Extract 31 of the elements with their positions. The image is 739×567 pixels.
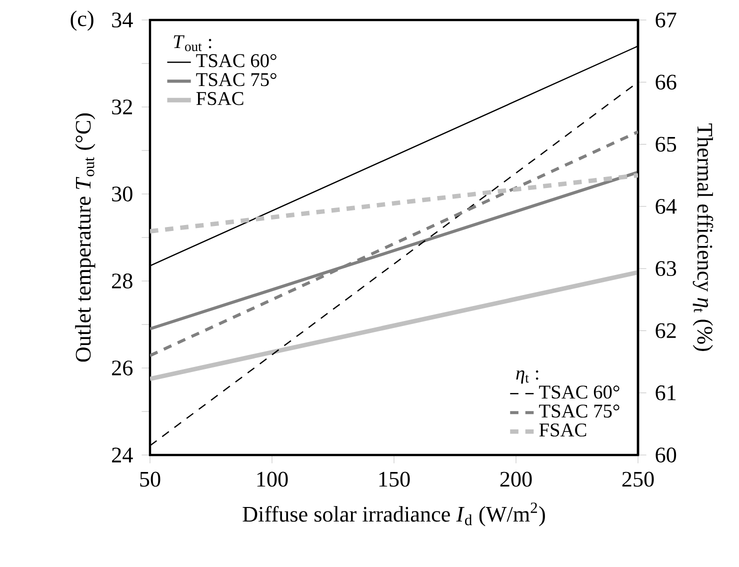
y-tick-label: 26: [112, 360, 133, 376]
legend-label: TSAC 60°: [196, 54, 276, 68]
y-tick-label: 32: [112, 100, 132, 114]
x-tick-label: 50: [140, 472, 160, 487]
y2-tick-label: 64: [656, 199, 677, 214]
y-axis-title: Outlet temperature T$_{out}$ (°C): [75, 113, 96, 362]
y-tick-label: 24: [112, 448, 133, 462]
y2-tick-label: 63: [656, 261, 676, 276]
x-tick-label: 250: [622, 472, 654, 487]
legend-label: TSAC 60°: [539, 386, 620, 399]
annotation: η$_{t}$ :: [516, 370, 538, 384]
legend-label: FSAC: [196, 92, 244, 106]
y2-tick-label: 66: [656, 74, 676, 90]
legend-label: FSAC: [539, 424, 586, 437]
annotation: T$_{out}$ :: [174, 35, 212, 52]
y2-tick-label: 61: [656, 385, 676, 400]
legend-label: TSAC 75°: [539, 404, 620, 418]
x-tick-label: 100: [257, 472, 288, 487]
text: (c): [70, 10, 94, 31]
y-tick-label: 34: [112, 12, 133, 28]
x-tick-label: 150: [379, 472, 410, 487]
legend-label: TSAC 75°: [196, 73, 276, 86]
x-axis-title: Diffuse solar irradiance I$_{d}$ (W/m$^{2}$): [242, 502, 545, 526]
y-tick-label: 28: [112, 274, 132, 288]
y2-tick-label: 62: [656, 323, 676, 338]
y2-tick-label: 65: [656, 136, 676, 152]
y2-tick-label: 67: [656, 12, 676, 28]
y2-tick-label: 60: [656, 448, 676, 462]
y-tick-label: 30: [112, 186, 132, 202]
y2-axis-title: Thermal efficiency η$_{t}$ (%): [692, 123, 714, 351]
x-tick-label: 200: [500, 472, 532, 487]
